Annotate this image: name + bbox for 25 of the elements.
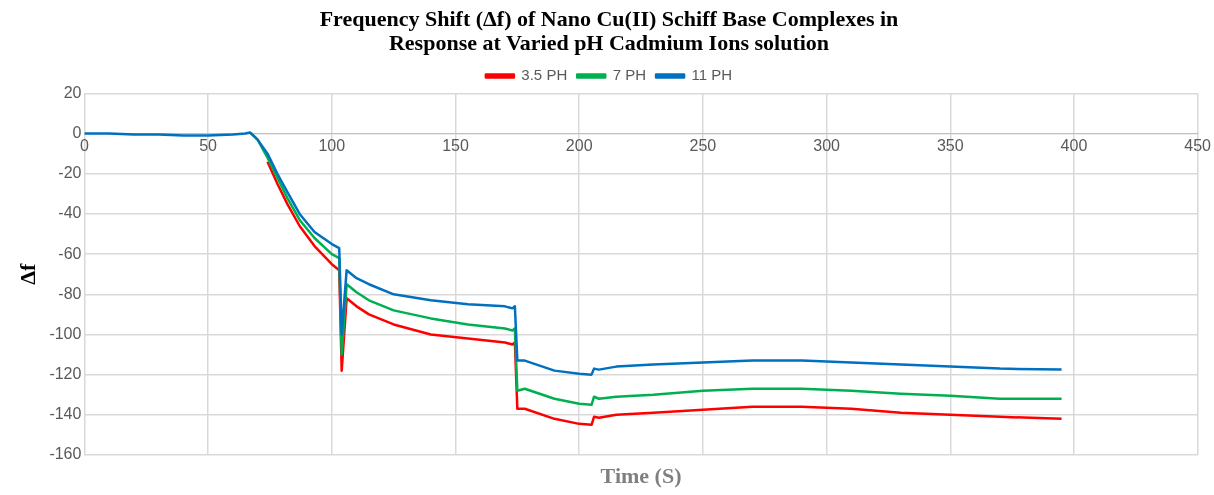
- x-tick-label: 350: [936, 136, 964, 154]
- y-tick-label: -140: [49, 405, 82, 423]
- x-tick-label: 300: [813, 136, 841, 154]
- y-tick-label: -160: [49, 445, 82, 463]
- x-axis-title: Time (S): [600, 462, 682, 488]
- y-tick-label: -40: [58, 204, 82, 222]
- y-tick-label: -80: [58, 284, 82, 302]
- x-tick-label: 100: [318, 136, 346, 154]
- y-tick-label: 20: [63, 83, 82, 101]
- x-tick-label: 200: [565, 136, 593, 154]
- legend-label: 7 PH: [612, 66, 647, 84]
- y-tick-label: -100: [49, 324, 82, 342]
- x-tick-label: 150: [442, 136, 469, 154]
- y-axis-title: Δf: [14, 262, 40, 285]
- x-tick-label: 400: [1060, 136, 1088, 154]
- legend-label: 11 PH: [691, 66, 733, 84]
- y-tick-label: -120: [49, 365, 82, 383]
- x-tick-label: 50: [199, 136, 218, 154]
- legend-label: 3.5 PH: [521, 66, 568, 84]
- chart-title: Frequency Shift (Δf) of Nano Cu(II) Schiff Base Complexes in Response at Varied pH Cadmium Ions solution: [319, 5, 899, 55]
- y-tick-label: 0: [72, 123, 82, 141]
- y-tick-label: -60: [58, 244, 82, 262]
- y-tick-label: -20: [58, 164, 82, 182]
- x-tick-label: 250: [689, 136, 717, 154]
- x-tick-label: 450: [1184, 136, 1212, 154]
